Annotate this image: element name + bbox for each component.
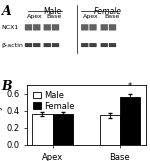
Bar [120,97,140,145]
Y-axis label: Arbitrary unit: Arbitrary unit [0,85,3,145]
Text: Base: Base [104,14,119,19]
Legend: Male, Female: Male, Female [31,89,77,112]
Text: Male: Male [43,7,62,16]
Text: NCX1: NCX1 [2,25,19,30]
Text: Base: Base [46,14,62,19]
Text: B: B [2,80,12,94]
Text: β-actin: β-actin [2,43,23,48]
Bar [53,114,73,145]
Text: *: * [128,82,132,91]
Bar [100,115,120,145]
Text: Apex: Apex [27,14,43,19]
Text: Apex: Apex [83,14,99,19]
Text: A: A [2,5,11,18]
Bar [32,114,53,145]
Text: Female: Female [94,7,122,16]
